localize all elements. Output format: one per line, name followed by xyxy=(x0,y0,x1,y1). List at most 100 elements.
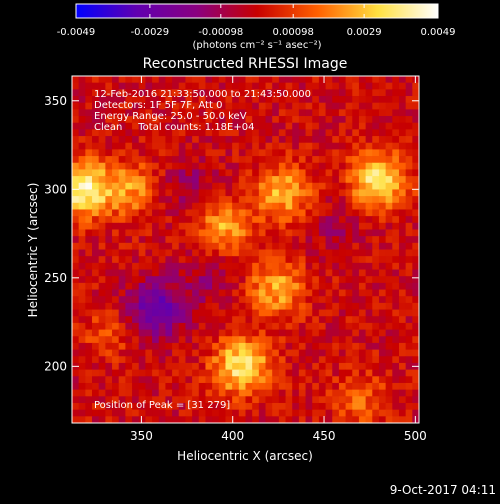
heatmap-cell xyxy=(285,329,293,337)
heatmap-cell xyxy=(378,82,387,90)
heatmap-cell xyxy=(218,322,226,330)
heatmap-cell xyxy=(378,276,387,284)
heatmap-cell xyxy=(258,416,266,423)
heatmap-cell xyxy=(78,242,86,250)
heatmap-cell xyxy=(78,89,86,97)
heatmap-cell xyxy=(198,242,206,250)
heatmap-cell xyxy=(225,136,233,144)
heatmap-cell xyxy=(305,76,313,84)
heatmap-cell xyxy=(185,162,193,170)
heatmap-cell xyxy=(118,336,126,344)
heatmap-cell xyxy=(218,136,226,144)
heatmap-cell xyxy=(98,396,106,404)
heatmap-cell xyxy=(78,122,86,130)
heatmap-cell xyxy=(165,396,173,404)
heatmap-cell xyxy=(238,402,246,411)
heatmap-cell xyxy=(152,102,160,110)
heatmap-cell xyxy=(152,76,160,84)
heatmap-cell xyxy=(285,269,293,277)
heatmap-cell xyxy=(72,142,80,150)
heatmap-cell xyxy=(338,129,346,137)
heatmap-cell xyxy=(125,216,133,224)
heatmap-cell xyxy=(178,216,186,224)
heatmap-cell xyxy=(125,256,133,264)
heatmap-cell xyxy=(292,336,300,344)
heatmap-cell xyxy=(178,209,186,217)
heatmap-cell xyxy=(152,309,160,317)
heatmap-cell xyxy=(78,389,86,397)
heatmap-cell xyxy=(318,76,326,84)
heatmap-cell xyxy=(412,189,419,197)
heatmap-cell xyxy=(165,229,173,237)
heatmap-cell xyxy=(218,389,226,397)
heatmap-cell xyxy=(132,376,140,384)
heatmap-cell xyxy=(212,162,220,170)
heatmap-cell xyxy=(278,76,286,84)
heatmap-cell xyxy=(372,216,380,224)
heatmap-cell xyxy=(112,402,120,411)
colorbar-tick-label: -0.0029 xyxy=(131,27,170,38)
heatmap-cell xyxy=(172,276,180,284)
heatmap-cell xyxy=(265,289,273,297)
heatmap-cell xyxy=(78,316,86,324)
heatmap-cell xyxy=(172,229,180,237)
heatmap-cell xyxy=(392,329,400,337)
heatmap-cell xyxy=(172,282,180,290)
heatmap-cell xyxy=(105,156,113,164)
heatmap-cell xyxy=(138,216,146,224)
heatmap-cell xyxy=(178,316,186,324)
heatmap-cell xyxy=(392,142,400,150)
heatmap-cell xyxy=(72,376,80,384)
heatmap-cell xyxy=(352,309,360,317)
heatmap-cell xyxy=(232,176,240,184)
heatmap-cell xyxy=(258,302,266,310)
heatmap-cell xyxy=(212,109,220,117)
heatmap-cell xyxy=(318,336,326,344)
heatmap-cell xyxy=(85,369,93,377)
heatmap-cell xyxy=(112,349,120,357)
heatmap-cell xyxy=(165,136,173,144)
heatmap-cell xyxy=(125,156,133,164)
y-axis-label: Heliocentric Y (arcsec) xyxy=(26,183,40,318)
heatmap-cell xyxy=(338,409,346,417)
heatmap-cell xyxy=(365,269,373,277)
heatmap-cell xyxy=(178,169,186,177)
heatmap-cell xyxy=(285,96,293,104)
heatmap-cell xyxy=(358,122,367,130)
heatmap-cell xyxy=(298,276,306,284)
heatmap-cell xyxy=(165,82,173,90)
heatmap-cell xyxy=(398,369,407,377)
heatmap-cell xyxy=(405,416,413,423)
heatmap-cell xyxy=(238,162,246,170)
heatmap-cell xyxy=(158,76,166,84)
heatmap-cell xyxy=(332,402,340,411)
heatmap-cell xyxy=(112,309,120,317)
x-tick-label: 500 xyxy=(404,429,427,443)
heatmap-cell xyxy=(92,209,100,217)
heatmap-cell xyxy=(325,109,333,117)
heatmap-cell xyxy=(378,242,387,250)
heatmap-cell xyxy=(138,242,146,250)
heatmap-cell xyxy=(305,282,313,290)
heatmap-cell xyxy=(125,116,133,124)
heatmap-cell xyxy=(258,209,266,217)
heatmap-cell xyxy=(165,382,173,391)
heatmap-cell xyxy=(218,169,226,177)
heatmap-cell xyxy=(385,336,393,344)
heatmap-cell xyxy=(218,256,226,264)
heatmap-cell xyxy=(338,389,346,397)
heatmap-cell xyxy=(252,96,260,104)
heatmap-cell xyxy=(385,156,393,164)
heatmap-cell xyxy=(278,262,286,270)
heatmap-cell xyxy=(358,356,367,364)
heatmap-cell xyxy=(405,122,413,130)
heatmap-cell xyxy=(272,409,280,417)
heatmap-cell xyxy=(132,102,140,110)
heatmap-cell xyxy=(272,209,280,217)
heatmap-cell xyxy=(345,102,353,110)
heatmap-cell xyxy=(192,349,200,357)
heatmap-cell xyxy=(278,382,286,391)
heatmap-cell xyxy=(292,389,300,397)
heatmap-cell xyxy=(385,116,393,124)
heatmap-cell xyxy=(118,129,126,137)
